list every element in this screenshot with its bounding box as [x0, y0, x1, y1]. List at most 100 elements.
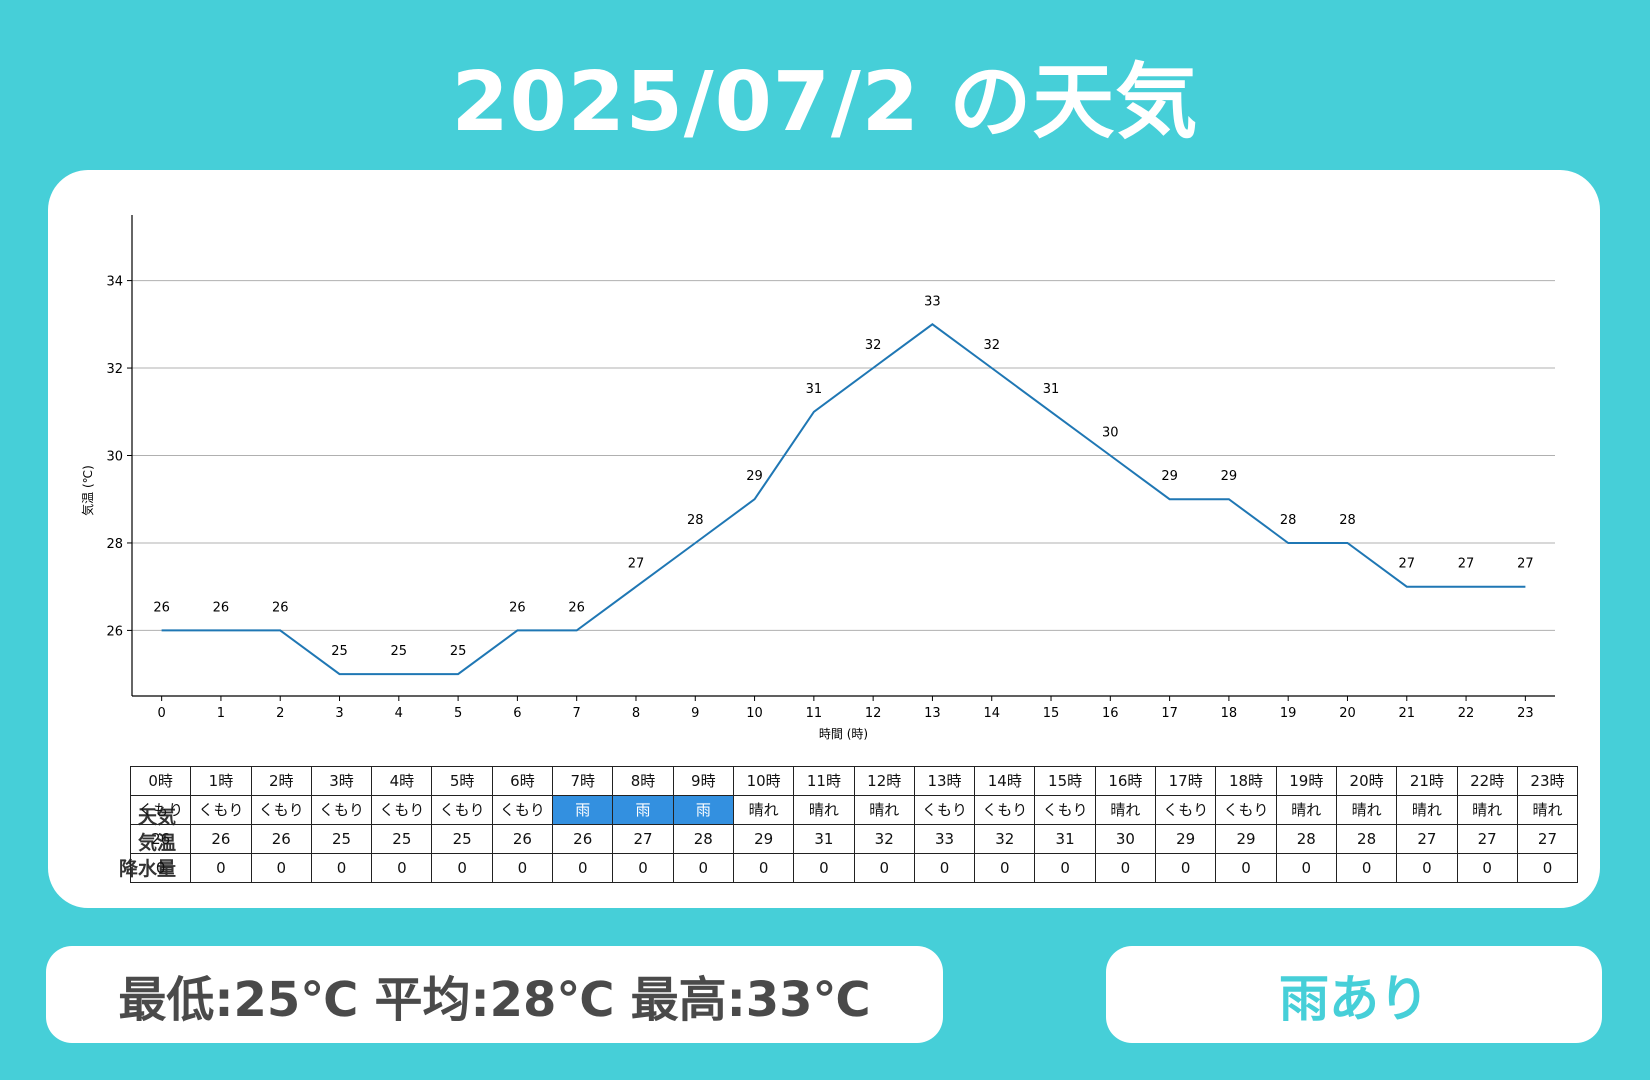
- precip-row-cell: 0: [552, 853, 614, 883]
- precip-row-cell: 0: [1396, 853, 1458, 883]
- precip-row-cell: 0: [612, 853, 674, 883]
- temp-row-cell: 30: [1094, 824, 1157, 854]
- hour-row-cell: 9時: [672, 766, 734, 796]
- precip-row-cell: 0: [1335, 853, 1398, 883]
- precip-row-cell: 0: [1516, 853, 1579, 883]
- temp-row-cell: 27: [612, 824, 674, 854]
- data-label: 29: [1161, 469, 1178, 484]
- temp-row-cell: 25: [371, 824, 433, 854]
- y-tick-label: 26: [106, 624, 123, 639]
- data-label: 31: [1043, 382, 1060, 397]
- data-label: 27: [628, 557, 645, 572]
- temp-row-cell: 31: [793, 824, 855, 854]
- hour-row-cell: 11時: [793, 766, 855, 796]
- x-tick-label: 10: [746, 706, 763, 721]
- hour-row-cell: 12時: [853, 766, 915, 796]
- x-tick-label: 2: [276, 706, 284, 721]
- temp-row-cell: 27: [1516, 824, 1579, 854]
- precip-row-cell: 0: [1456, 853, 1518, 883]
- hour-row-cell: 0時: [129, 766, 192, 796]
- hour-row-cell: 5時: [431, 766, 493, 796]
- hour-row-cell: 17時: [1155, 766, 1217, 796]
- weather-row-cell: くもり: [250, 795, 312, 825]
- precip-row-cell: 0: [732, 853, 795, 883]
- precip-row-cell: 0: [913, 853, 976, 883]
- temp-row-cell: 25: [431, 824, 493, 854]
- data-label: 33: [924, 294, 941, 309]
- data-label: 25: [331, 644, 348, 659]
- weather-row-cell: 晴れ: [853, 795, 915, 825]
- weather-table: 0時 1時 2時 3時 4時 5時 6時 7時 8時 9時 10時 11時 12時 13時 14時 15時 16…: [129, 766, 1579, 883]
- temp-row-cell: 26: [190, 824, 252, 854]
- temp-row: 26 26 26 25 25 25 26 26 27 28 29 31 32 33 32 31 30 29 29 28…: [129, 824, 1579, 854]
- x-tick-label: 20: [1339, 706, 1356, 721]
- data-label: 32: [865, 338, 882, 353]
- weather-row-cell: くもり: [431, 795, 493, 825]
- stat-min: 最低:25℃: [118, 971, 359, 1028]
- weather-row-cell: 晴れ: [793, 795, 855, 825]
- x-tick-label: 14: [983, 706, 1000, 721]
- weather-row-cell: 晴れ: [732, 795, 795, 825]
- data-label: 28: [687, 513, 704, 528]
- precip-row-cell: 0: [1034, 853, 1096, 883]
- data-label: 29: [746, 469, 763, 484]
- precip-row-cell: 0: [1215, 853, 1277, 883]
- data-label: 30: [1102, 426, 1119, 441]
- weather-row-cell: 晴れ: [1335, 795, 1398, 825]
- weather-row-cell: 晴れ: [1396, 795, 1458, 825]
- temperature-series-line: [161, 323, 1526, 676]
- weather-table-wrap: 0時 1時 2時 3時 4時 5時 6時 7時 8時 9時 10時 11時 12時 13時 14時 15時 16…: [129, 766, 1579, 883]
- hour-row-cell: 16時: [1094, 766, 1157, 796]
- temp-row-cell: 26: [552, 824, 614, 854]
- hour-row-cell: 7時: [552, 766, 614, 796]
- x-tick-label: 12: [865, 706, 882, 721]
- temp-row-cell: 28: [1275, 824, 1337, 854]
- temp-row-cell: 26: [250, 824, 312, 854]
- temp-row-cell: 29: [1215, 824, 1277, 854]
- data-label: 26: [213, 600, 230, 615]
- precip-row-cell: 0: [371, 853, 433, 883]
- weather-row-cell: くもり: [491, 795, 554, 825]
- temp-row-cell: 31: [1034, 824, 1096, 854]
- data-label: 32: [983, 338, 1000, 353]
- hour-row-cell: 15時: [1034, 766, 1096, 796]
- precip-row-cell: 0: [310, 853, 373, 883]
- weather-row-cell: くもり: [190, 795, 252, 825]
- precip-row-cell: 0: [1275, 853, 1337, 883]
- precip-row-cell: 0: [853, 853, 915, 883]
- temp-row-cell: 25: [310, 824, 373, 854]
- data-label: 26: [509, 600, 526, 615]
- temp-row-cell: 27: [1456, 824, 1518, 854]
- x-tick-label: 16: [1102, 706, 1119, 721]
- hour-row-cell: 13時: [913, 766, 976, 796]
- stat-avg: 平均:28℃: [374, 971, 615, 1028]
- precip-row-cell: 0: [1094, 853, 1157, 883]
- weather-row-cell: くもり: [129, 795, 192, 825]
- data-label: 29: [1221, 469, 1238, 484]
- hour-row-cell: 6時: [491, 766, 554, 796]
- precip-row-cell: 0: [974, 853, 1036, 883]
- temp-row-cell: 26: [491, 824, 554, 854]
- data-label: 28: [1339, 513, 1356, 528]
- hour-row-cell: 20時: [1335, 766, 1398, 796]
- data-label: 31: [806, 382, 823, 397]
- precip-row-cell: 0: [793, 853, 855, 883]
- weather-row-cell: くもり: [1034, 795, 1096, 825]
- x-tick-label: 23: [1517, 706, 1534, 721]
- x-tick-label: 4: [395, 706, 403, 721]
- x-tick-label: 8: [632, 706, 640, 721]
- chart-panel: 26 28 30 32 34 0 1 2 3 4 5 6 7 8 9 10 11 12 13 14 15 16 17 18 19…: [48, 170, 1600, 908]
- weather-row-cell: 晴れ: [1516, 795, 1579, 825]
- x-tick-label: 17: [1161, 706, 1178, 721]
- x-tick-label: 3: [335, 706, 343, 721]
- weather-row-cell: くもり: [1155, 795, 1217, 825]
- temp-row-cell: 28: [672, 824, 734, 854]
- temp-row-cell: 27: [1396, 824, 1458, 854]
- weather-row-cell: くもり: [974, 795, 1036, 825]
- precip-row-cell: 0: [129, 853, 192, 883]
- precip-row-cell: 0: [190, 853, 252, 883]
- precip-row-cell: 0: [431, 853, 493, 883]
- data-label: 27: [1398, 557, 1415, 572]
- y-tick-label: 32: [106, 362, 123, 377]
